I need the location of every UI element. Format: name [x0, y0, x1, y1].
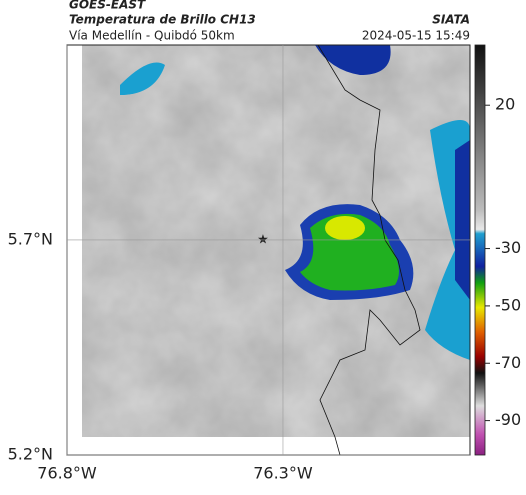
x-tick-label: 76.3°W — [253, 464, 313, 483]
agency: SIATA — [432, 13, 470, 27]
colorbar-tick-label: -30 — [495, 238, 521, 257]
source: GOES-EAST — [69, 0, 146, 12]
subtitle: Vía Medellín - Quibdó 50km — [69, 29, 235, 43]
convective-cloud — [120, 45, 470, 360]
colorbar-tick-label: 20 — [495, 95, 515, 114]
colorbar-tick-label: -90 — [495, 410, 521, 429]
colorbar-tick-label: -50 — [495, 295, 521, 314]
y-tick-label: 5.2°N — [8, 445, 53, 464]
colorbar — [474, 44, 486, 456]
border — [317, 45, 421, 455]
x-tick-label: 76.8°W — [37, 464, 97, 483]
title: Temperatura de Brillo CH13 — [69, 13, 256, 27]
imagery: ★ — [82, 45, 470, 455]
timestamp: 2024-05-15 15:49 — [362, 29, 470, 43]
y-tick-label: 5.7°N — [8, 229, 53, 248]
colorbar-tick-label: -70 — [495, 353, 521, 372]
